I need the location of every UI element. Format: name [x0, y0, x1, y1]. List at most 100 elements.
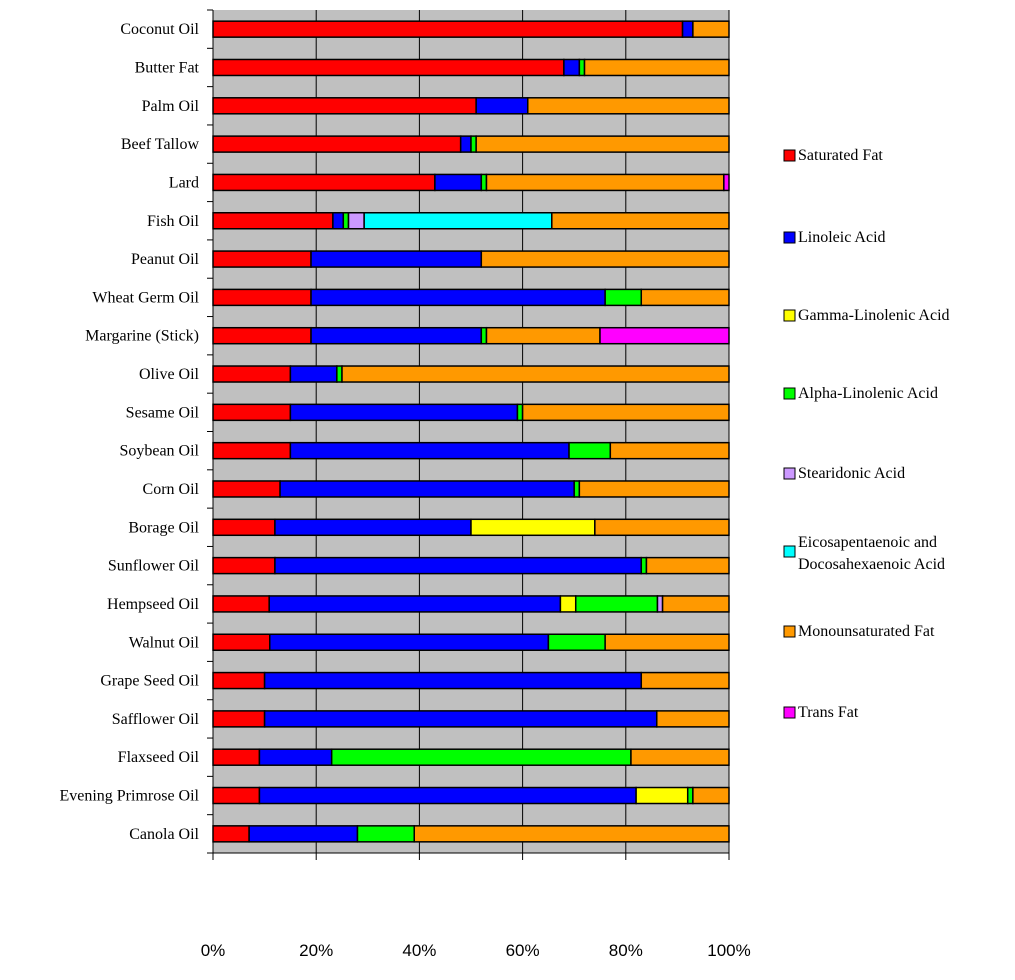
bar-segment [212, 710, 266, 728]
bar-segment [470, 518, 596, 537]
legend-swatch [783, 231, 796, 244]
legend-swatch [783, 625, 796, 638]
category-label: Wheat Germ Oil [92, 289, 199, 306]
bar-segment [212, 288, 312, 307]
bar-segment [516, 403, 524, 422]
bar-segment [640, 288, 730, 307]
bar-segment [681, 20, 694, 38]
legend-swatch [783, 545, 796, 558]
category-label: Sunflower Oil [108, 558, 200, 575]
category-label: Flaxseed Oil [118, 749, 200, 766]
category-label: Coconut Oil [120, 21, 199, 38]
legend-label: Eicosapentaenoic and Docosahexaenoic Acid [798, 534, 945, 573]
bar-segment [269, 633, 550, 651]
bar-segment [212, 250, 312, 268]
category-label: Canola Oil [129, 826, 199, 843]
bar-segment [336, 365, 343, 383]
bar-segment [212, 825, 250, 843]
bar-segment [212, 671, 266, 690]
legend-label: Trans Fat [798, 704, 859, 721]
bar-segment [604, 633, 730, 651]
bar-segment [212, 633, 271, 651]
x-tick-label: 80% [609, 941, 643, 960]
bar-segment [656, 710, 730, 728]
bar-segment [212, 365, 292, 383]
category-label: Grape Seed Oil [100, 673, 199, 690]
bar-segment [289, 365, 338, 383]
bar-segment [630, 748, 730, 766]
x-tick-label: 60% [506, 941, 540, 960]
category-label: Borage Oil [128, 519, 199, 536]
bar-segment [470, 135, 477, 153]
x-axis: 0% 20% 40% 60% 80% 100% [201, 852, 751, 960]
category-label: Hempseed Oil [107, 596, 200, 613]
category-label: Sesame Oil [126, 404, 200, 421]
bar-segment [268, 595, 562, 613]
bar-segment [310, 250, 483, 268]
bar-segment [289, 441, 570, 460]
x-tick-label: 20% [299, 941, 333, 960]
bar-segment [356, 825, 415, 843]
bar-segment [212, 326, 312, 345]
bar-segment [413, 825, 730, 843]
bar-segment [578, 480, 730, 498]
bar-segment [692, 20, 730, 38]
bar-segment [347, 212, 365, 230]
x-tick-label: 40% [402, 941, 436, 960]
bar-segment [212, 20, 684, 38]
legend-label: Saturated Fat [798, 147, 883, 164]
bar-segment [480, 173, 488, 192]
bar-segment [212, 786, 261, 805]
category-label: Lard [169, 174, 199, 191]
bar-segment [263, 710, 658, 728]
bar-segment [480, 250, 730, 268]
legend: Saturated Fat Linoleic Acid Gamma-Linoleni… [783, 147, 950, 721]
bar-segment [547, 633, 606, 651]
category-label: Palm Oil [142, 98, 200, 115]
bar-segment [274, 556, 643, 575]
x-tick-label: 0% [201, 941, 226, 960]
bar-segment [574, 595, 659, 613]
legend-label: Stearidonic Acid [798, 465, 905, 482]
bar-segment [330, 748, 632, 766]
legend-label: Gamma-Linolenic Acid [798, 307, 950, 324]
bar-segment [475, 135, 730, 153]
bar-segment [332, 212, 345, 230]
bar-segment [212, 135, 462, 153]
category-label: Evening Primrose Oil [59, 788, 199, 805]
bar-segment [609, 441, 730, 460]
legend-label: Linoleic Acid [798, 229, 886, 246]
bars [212, 20, 730, 843]
legend-swatch [783, 309, 796, 322]
bar-segment [527, 97, 730, 115]
bar-segment [212, 480, 281, 498]
bar-segment [258, 786, 637, 805]
category-label: Corn Oil [143, 481, 200, 498]
bar-segment [551, 212, 730, 230]
legend-label: Alpha-Linolenic Acid [798, 385, 938, 402]
legend-swatch [783, 706, 796, 719]
bar-segment [212, 518, 276, 537]
bar-segment [578, 58, 586, 77]
bar-segment [274, 518, 472, 537]
x-tick-label: 100% [707, 941, 750, 960]
category-label: Peanut Oil [131, 251, 200, 268]
bar-segment [212, 58, 565, 77]
bar-segment [212, 748, 261, 766]
bar-segment [475, 97, 529, 115]
bar-segment [594, 518, 730, 537]
bar-segment [342, 212, 350, 230]
bar-segment [363, 212, 553, 230]
bar-segment [563, 58, 581, 77]
category-label: Olive Oil [139, 366, 200, 383]
bar-segment [212, 556, 276, 575]
y-axis: Coconut Oil Butter Fat Palm Oil Beef Tallow… [59, 9, 214, 854]
bar-segment [640, 671, 730, 690]
category-label: Margarine (Stick) [85, 328, 199, 345]
bar-segment [212, 403, 292, 422]
bar-segment [212, 595, 270, 613]
bar-segment [212, 97, 477, 115]
bar-segment [459, 135, 472, 153]
bar-segment [661, 595, 730, 613]
